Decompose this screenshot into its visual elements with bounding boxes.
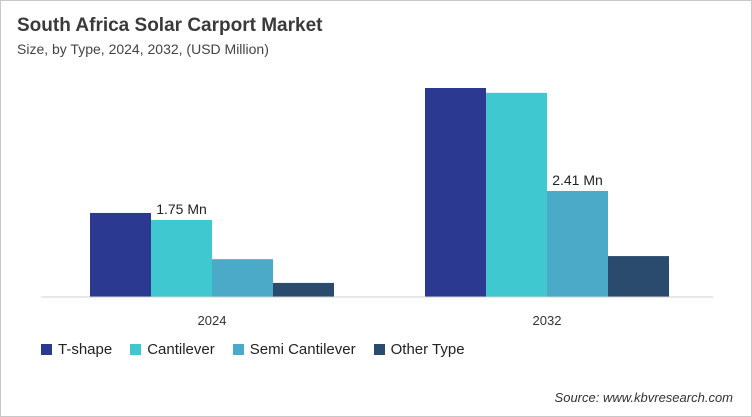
bar-cantilever-2032 (486, 92, 547, 297)
legend-swatch (232, 344, 244, 355)
legend-item: Other Type (373, 341, 465, 358)
bar-other-type-2032 (608, 256, 669, 297)
legend-label: Cantilever (147, 341, 215, 358)
source-note: Source: www.kbvresearch.com (554, 390, 733, 405)
bar-semi-cantilever-2024 (212, 259, 273, 297)
bar-t-shape-2024 (90, 212, 151, 297)
chart-title: South Africa Solar Carport Market (17, 15, 323, 36)
legend-label: T-shape (58, 341, 113, 358)
data-label: 1.75 Mn (156, 201, 207, 217)
legend: T-shape Cantilever Semi Cantilever Other Ty… (41, 341, 465, 358)
legend-label: Other Type (390, 341, 465, 358)
legend-label: Semi Cantilever (249, 341, 356, 358)
legend-item: T-shape (41, 341, 112, 358)
legend-item: Cantilever (130, 341, 215, 358)
bar-t-shape-2032 (425, 88, 486, 297)
x-tick-label: 2024 (198, 313, 227, 328)
legend-swatch (130, 344, 142, 355)
legend-swatch (373, 344, 385, 355)
legend-item: Semi Cantilever (232, 341, 356, 358)
bar-other-type-2024 (273, 282, 334, 297)
bar-chart: 2024 2032 1.75 Mn 2.41 Mn (41, 88, 713, 328)
data-label: 2.41 Mn (552, 172, 603, 188)
x-tick-label: 2032 (533, 313, 562, 328)
bar-cantilever-2024 (151, 220, 212, 297)
legend-swatch (41, 344, 52, 355)
chart-subtitle: Size, by Type, 2024, 2032, (USD Million) (17, 41, 269, 57)
bar-semi-cantilever-2032 (547, 190, 608, 297)
